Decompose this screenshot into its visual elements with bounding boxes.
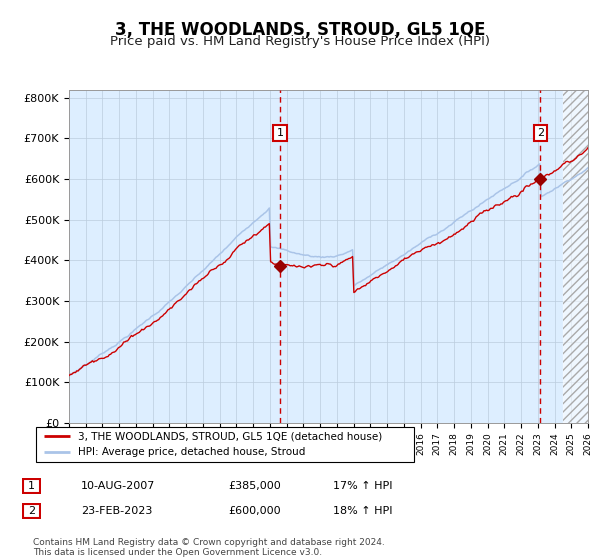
Text: 2: 2 [28,506,35,516]
Text: Price paid vs. HM Land Registry's House Price Index (HPI): Price paid vs. HM Land Registry's House … [110,35,490,48]
Text: HPI: Average price, detached house, Stroud: HPI: Average price, detached house, Stro… [77,447,305,458]
Text: 23-FEB-2023: 23-FEB-2023 [81,506,152,516]
Text: 18% ↑ HPI: 18% ↑ HPI [333,506,392,516]
Text: 10-AUG-2007: 10-AUG-2007 [81,481,155,491]
FancyBboxPatch shape [36,427,414,462]
Text: 1: 1 [277,128,283,138]
FancyBboxPatch shape [23,504,40,519]
Text: 3, THE WOODLANDS, STROUD, GL5 1QE: 3, THE WOODLANDS, STROUD, GL5 1QE [115,21,485,39]
Text: 1: 1 [28,481,35,491]
FancyBboxPatch shape [23,479,40,493]
Text: £600,000: £600,000 [228,506,281,516]
Text: 17% ↑ HPI: 17% ↑ HPI [333,481,392,491]
Bar [563,90,588,423]
Text: 3, THE WOODLANDS, STROUD, GL5 1QE (detached house): 3, THE WOODLANDS, STROUD, GL5 1QE (detac… [77,431,382,441]
Text: Contains HM Land Registry data © Crown copyright and database right 2024.
This d: Contains HM Land Registry data © Crown c… [33,538,385,557]
Text: 2: 2 [537,128,544,138]
Text: £385,000: £385,000 [228,481,281,491]
Bar [563,90,588,423]
